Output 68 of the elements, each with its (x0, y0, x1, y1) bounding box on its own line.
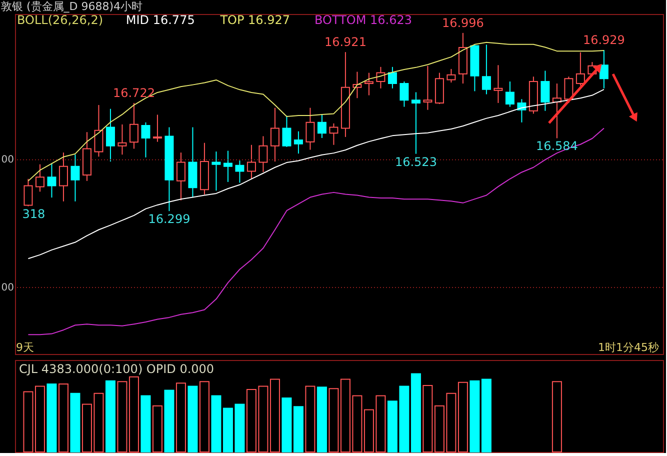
annotation: 16.584 (536, 139, 578, 154)
candlestick (270, 107, 280, 162)
candlestick (106, 108, 115, 162)
candlestick (212, 151, 221, 192)
bar (481, 378, 492, 452)
candlestick (129, 102, 138, 150)
candlestick (58, 152, 68, 202)
chart-title: 敦银 (贵金属_D 9688)4小时 (1, 0, 143, 13)
annotation: 16.722 (112, 86, 155, 100)
bar (46, 383, 57, 452)
chart-title: CJL 4383.000(0:100) OPID 0.000 (19, 362, 214, 376)
annotation: 9天 (16, 341, 34, 354)
annotation: 16.929 (582, 33, 625, 48)
candlestick (352, 71, 362, 99)
legend-title: BOLL(26,26,2) (17, 13, 104, 27)
bar (282, 398, 292, 452)
candlestick (317, 114, 326, 138)
bar (70, 392, 80, 452)
candlestick (258, 136, 268, 172)
text: BOTTOM 16.623 (314, 13, 412, 27)
candlestick (176, 152, 186, 201)
candlestick (223, 150, 232, 182)
bar (470, 380, 480, 452)
candlestick (482, 44, 491, 95)
candlestick (576, 52, 585, 86)
text: MID 16.775 (126, 13, 195, 27)
candlestick (118, 124, 127, 156)
candlestick (540, 70, 550, 112)
text: TOP 16.927 (219, 13, 290, 27)
text: 00 (1, 282, 14, 294)
bar (316, 386, 327, 452)
candlestick (235, 160, 244, 184)
candlestick (70, 154, 80, 202)
candlestick (364, 72, 374, 96)
candlestick (388, 66, 397, 89)
candlestick (152, 114, 162, 142)
candlestick (564, 76, 574, 104)
bar (140, 395, 151, 452)
candlestick (141, 122, 150, 158)
bar (211, 395, 222, 452)
candlestick (446, 68, 456, 84)
annotation: 16.921 (324, 35, 366, 50)
candlestick (306, 107, 315, 150)
bar (293, 406, 304, 452)
candlestick (47, 162, 56, 198)
candlestick (400, 80, 409, 108)
bar (188, 386, 198, 452)
annotation: 16.996 (442, 16, 484, 30)
bar (105, 380, 116, 452)
candlestick (35, 164, 44, 192)
candlestick (294, 130, 303, 154)
candlestick (94, 104, 104, 158)
annotation: 1时1分45秒 (598, 341, 659, 354)
candlestick (282, 115, 292, 148)
candlestick (599, 50, 608, 89)
candlestick (24, 178, 33, 207)
bar (164, 390, 174, 452)
annotation: 318 (22, 207, 46, 222)
candlestick (329, 122, 338, 146)
candlestick (423, 65, 432, 110)
text: 00 (1, 154, 14, 166)
candlestick (246, 144, 256, 180)
candlestick (505, 80, 514, 108)
annotation: 16.523 (394, 154, 437, 169)
candlestick (494, 64, 503, 104)
bar (410, 373, 421, 452)
annotation: 16.299 (148, 212, 190, 226)
candlestick (411, 92, 420, 154)
